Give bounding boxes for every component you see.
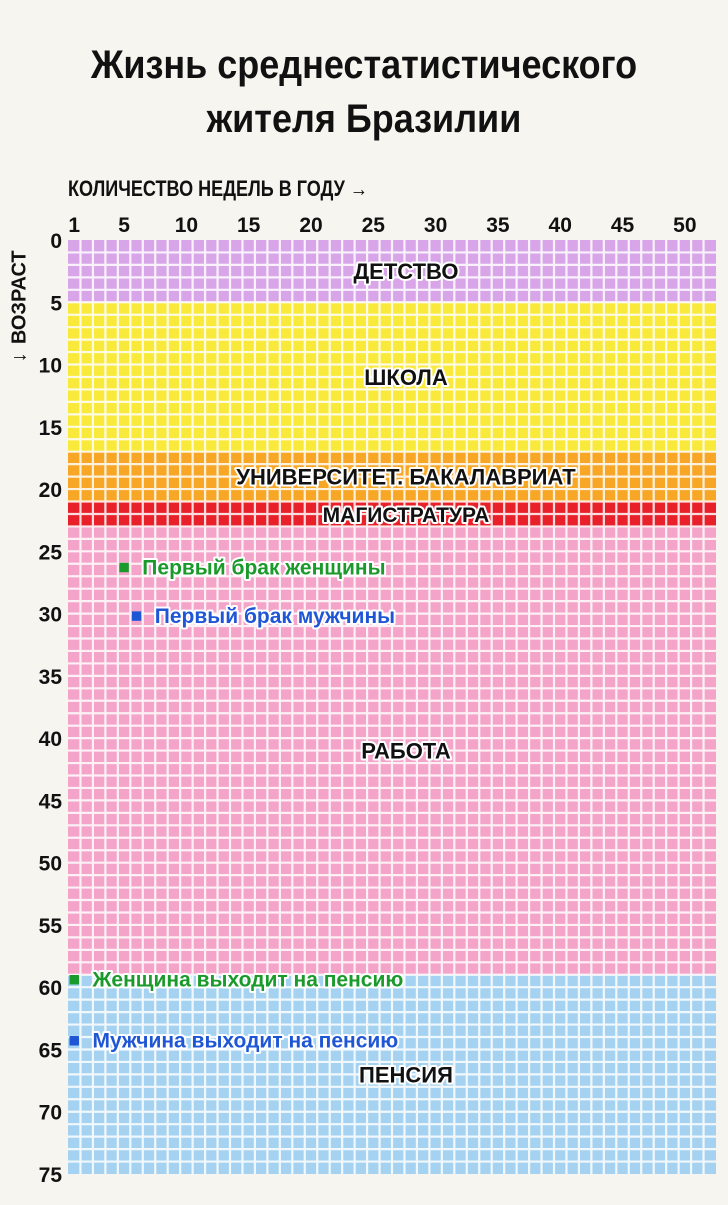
y-tick-label: 65 [39, 1039, 63, 1062]
svg-text:МАГИСТРАТУРА: МАГИСТРАТУРА [323, 504, 490, 527]
x-tick-label: 5 [118, 214, 130, 237]
svg-text:ШКОЛА: ШКОЛА [364, 365, 448, 390]
week-grid [68, 240, 716, 1174]
svg-text:Женщина выходит на пенсию: Женщина выходит на пенсию [91, 969, 403, 992]
svg-text:Мужчина выходит на пенсию: Мужчина выходит на пенсию [92, 1030, 398, 1053]
svg-text:УНИВЕРСИТЕТ. БАКАЛАВРИАТ: УНИВЕРСИТЕТ. БАКАЛАВРИАТ [236, 465, 576, 490]
chart-title: Жизнь среднестатистического жителя Брази… [36, 38, 691, 146]
y-tick-label: 20 [39, 479, 62, 502]
y-tick-label: 35 [39, 666, 63, 689]
event-marker-0 [119, 562, 129, 573]
svg-text:Первый брак женщины: Первый брак женщины [142, 557, 385, 580]
svg-text:РАБОТА: РАБОТА [361, 739, 451, 764]
y-tick-label: 50 [39, 853, 62, 876]
arrow-right-icon: → [349, 176, 368, 201]
x-axis-label-text: КОЛИЧЕСТВО НЕДЕЛЬ В ГОДУ [68, 176, 345, 201]
x-tick-label: 20 [299, 214, 322, 237]
x-tick-label: 1 [68, 214, 80, 237]
svg-text:УНИВЕРСИТЕТ. БАКАЛАВРИАТ: УНИВЕРСИТЕТ. БАКАЛАВРИАТ [236, 465, 576, 490]
x-tick-label: 30 [424, 214, 447, 237]
svg-text:МАГИСТРАТУРА: МАГИСТРАТУРА [323, 504, 490, 527]
x-tick-label: 10 [175, 214, 198, 237]
event-marker-3 [69, 1036, 79, 1046]
svg-text:ШКОЛА: ШКОЛА [364, 365, 448, 390]
x-tick-label: 15 [237, 214, 261, 237]
svg-text:Первый брак мужчины: Первый брак мужчины [155, 605, 395, 628]
title-line-1: Жизнь среднестатистического [90, 43, 638, 87]
svg-text:Женщина выходит на пенсию: Женщина выходит на пенсию [91, 969, 403, 992]
y-tick-label: 25 [39, 541, 63, 564]
y-tick-label: 40 [39, 728, 62, 751]
svg-text:Первый брак женщины: Первый брак женщины [142, 557, 385, 580]
y-tick-label: 15 [39, 417, 63, 440]
x-tick-label: 40 [549, 214, 572, 237]
y-tick-label: 0 [50, 230, 62, 253]
svg-text:РАБОТА: РАБОТА [361, 739, 451, 764]
svg-text:Первый брак мужчины: Первый брак мужчины [155, 605, 395, 628]
y-tick-label: 60 [39, 977, 62, 1000]
svg-text:ПЕНСИЯ: ПЕНСИЯ [359, 1062, 453, 1087]
event-marker-2 [69, 975, 79, 985]
event-marker-1 [131, 611, 142, 621]
y-tick-label: 75 [39, 1164, 63, 1187]
y-tick-label: 45 [39, 790, 63, 813]
y-tick-label: 55 [39, 915, 63, 938]
x-tick-label: 50 [673, 214, 696, 237]
y-tick-label: 30 [39, 604, 62, 627]
x-tick-label: 35 [486, 214, 510, 237]
y-tick-label: 10 [39, 355, 62, 378]
x-axis-label: КОЛИЧЕСТВО НЕДЕЛЬ В ГОДУ → [68, 176, 368, 202]
svg-text:Мужчина выходит на пенсию: Мужчина выходит на пенсию [92, 1030, 398, 1053]
svg-text:ПЕНСИЯ: ПЕНСИЯ [359, 1062, 453, 1087]
svg-text:ДЕТСТВО: ДЕТСТВО [353, 259, 458, 284]
title-line-2: жителя Бразилии [206, 97, 522, 141]
x-tick-label: 45 [611, 214, 635, 237]
x-tick-label: 25 [362, 214, 386, 237]
svg-text:ДЕТСТВО: ДЕТСТВО [353, 259, 458, 284]
y-tick-label: 5 [50, 292, 62, 315]
y-tick-label: 70 [39, 1102, 62, 1125]
